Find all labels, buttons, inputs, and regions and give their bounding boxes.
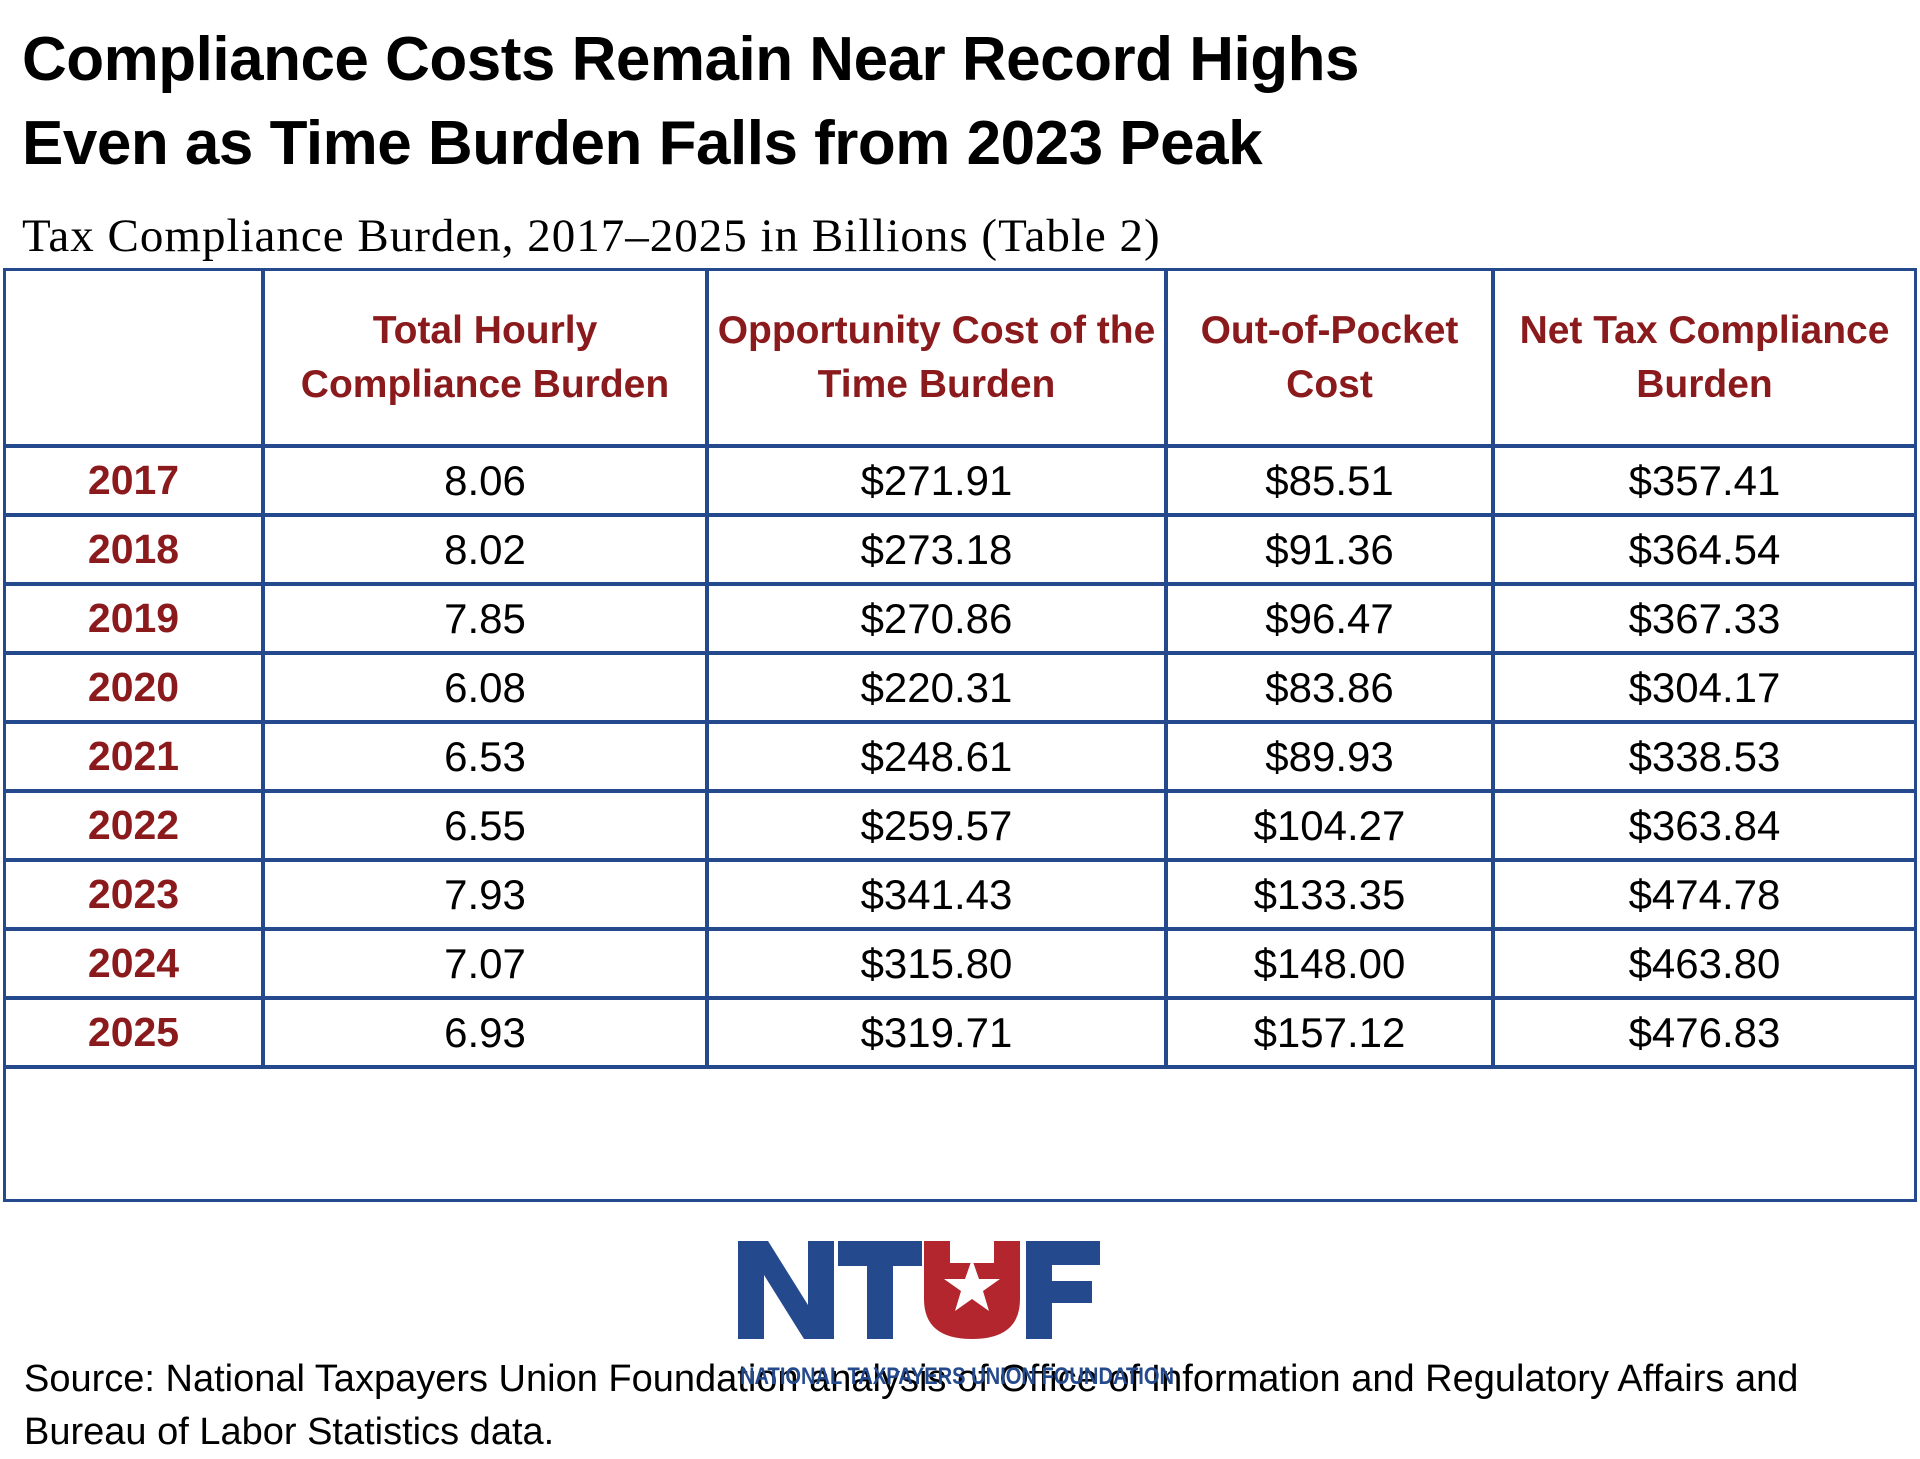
chart-subtitle: Tax Compliance Burden, 2017–2025 in Bill… bbox=[22, 210, 1161, 262]
header-cell-out-of-pocket: Out-of-Pocket Cost bbox=[1164, 271, 1495, 448]
burden-table-frame: Total Hourly Compliance Burden Opportuni… bbox=[3, 268, 1917, 1453]
logo-letter-f bbox=[1026, 1241, 1100, 1339]
year-cell: 2019 bbox=[6, 582, 265, 655]
value-cell: $133.35 bbox=[1164, 858, 1495, 931]
table-row: 2024 7.07 $315.80 $148.00 $463.80 bbox=[6, 927, 1914, 1000]
table-body: 2017 8.06 $271.91 $85.51 $357.41 2018 8.02 $273… bbox=[6, 444, 1914, 1069]
value-cell: $363.84 bbox=[1491, 789, 1914, 862]
header-cell-hourly-burden: Total Hourly Compliance Burden bbox=[261, 271, 709, 448]
value-cell: 6.55 bbox=[261, 789, 709, 862]
table-row: 2018 8.02 $273.18 $91.36 $364.54 bbox=[6, 513, 1914, 586]
value-cell: $248.61 bbox=[705, 720, 1168, 793]
value-cell: $91.36 bbox=[1164, 513, 1495, 586]
ntuf-logo-graphic: NATIONAL TAXPAYERS UNION FOUNDATION bbox=[738, 1241, 1174, 1390]
table-row: 2020 6.08 $220.31 $83.86 $304.17 bbox=[6, 651, 1914, 724]
value-cell: 7.93 bbox=[261, 858, 709, 931]
year-cell: 2020 bbox=[6, 651, 265, 724]
table-row: 2021 6.53 $248.61 $89.93 $338.53 bbox=[6, 720, 1914, 793]
value-cell: $270.86 bbox=[705, 582, 1168, 655]
header-cell-opportunity-cost: Opportunity Cost of the Time Burden bbox=[705, 271, 1168, 448]
header-cell-net-burden: Net Tax Compliance Burden bbox=[1491, 271, 1914, 448]
value-cell: 7.85 bbox=[261, 582, 709, 655]
value-cell: $273.18 bbox=[705, 513, 1168, 586]
value-cell: 8.02 bbox=[261, 513, 709, 586]
value-cell: $85.51 bbox=[1164, 444, 1495, 517]
value-cell: $220.31 bbox=[705, 651, 1168, 724]
chart-title: Compliance Costs Remain Near Record High… bbox=[22, 18, 1902, 186]
value-cell: $89.93 bbox=[1164, 720, 1495, 793]
year-cell: 2025 bbox=[6, 996, 265, 1069]
value-cell: $338.53 bbox=[1491, 720, 1914, 793]
value-cell: $83.86 bbox=[1164, 651, 1495, 724]
title-line-2: Even as Time Burden Falls from 2023 Peak bbox=[22, 109, 1263, 178]
logo-letter-t bbox=[838, 1241, 922, 1339]
table-row: 2023 7.93 $341.43 $133.35 $474.78 bbox=[6, 858, 1914, 931]
value-cell: $157.12 bbox=[1164, 996, 1495, 1069]
year-cell: 2023 bbox=[6, 858, 265, 931]
table-row: 2017 8.06 $271.91 $85.51 $357.41 bbox=[6, 444, 1914, 517]
value-cell: $474.78 bbox=[1491, 858, 1914, 931]
table-row: 2025 6.93 $319.71 $157.12 $476.83 bbox=[6, 996, 1914, 1069]
value-cell: $476.83 bbox=[1491, 996, 1914, 1069]
header-cell-year bbox=[6, 271, 265, 448]
value-cell: $259.57 bbox=[705, 789, 1168, 862]
value-cell: $319.71 bbox=[705, 996, 1168, 1069]
value-cell: $148.00 bbox=[1164, 927, 1495, 1000]
value-cell: 6.08 bbox=[261, 651, 709, 724]
burden-table: Total Hourly Compliance Burden Opportuni… bbox=[6, 271, 1914, 1069]
value-cell: $357.41 bbox=[1491, 444, 1914, 517]
value-cell: $341.43 bbox=[705, 858, 1168, 931]
value-cell: 7.07 bbox=[261, 927, 709, 1000]
value-cell: $367.33 bbox=[1491, 582, 1914, 655]
year-cell: 2017 bbox=[6, 444, 265, 517]
table-row: 2022 6.55 $259.57 $104.27 $363.84 bbox=[6, 789, 1914, 862]
value-cell: $304.17 bbox=[1491, 651, 1914, 724]
value-cell: 6.93 bbox=[261, 996, 709, 1069]
value-cell: $104.27 bbox=[1164, 789, 1495, 862]
table-row: 2019 7.85 $270.86 $96.47 $367.33 bbox=[6, 582, 1914, 655]
logo-foundation-name: NATIONAL TAXPAYERS UNION FOUNDATION bbox=[740, 1363, 1174, 1390]
logo-letter-n bbox=[738, 1241, 834, 1339]
year-cell: 2024 bbox=[6, 927, 265, 1000]
year-cell: 2022 bbox=[6, 789, 265, 862]
table-header-row: Total Hourly Compliance Burden Opportuni… bbox=[6, 271, 1914, 448]
value-cell: 6.53 bbox=[261, 720, 709, 793]
value-cell: $315.80 bbox=[705, 927, 1168, 1000]
title-line-1: Compliance Costs Remain Near Record High… bbox=[22, 25, 1359, 94]
star-icon bbox=[944, 1259, 1000, 1311]
value-cell: $96.47 bbox=[1164, 582, 1495, 655]
value-cell: $271.91 bbox=[705, 444, 1168, 517]
value-cell: 8.06 bbox=[261, 444, 709, 517]
value-cell: $364.54 bbox=[1491, 513, 1914, 586]
year-cell: 2021 bbox=[6, 720, 265, 793]
value-cell: $463.80 bbox=[1491, 927, 1914, 1000]
year-cell: 2018 bbox=[6, 513, 265, 586]
ntuf-logo: NATIONAL TAXPAYERS UNION FOUNDATION bbox=[738, 1233, 1178, 1393]
